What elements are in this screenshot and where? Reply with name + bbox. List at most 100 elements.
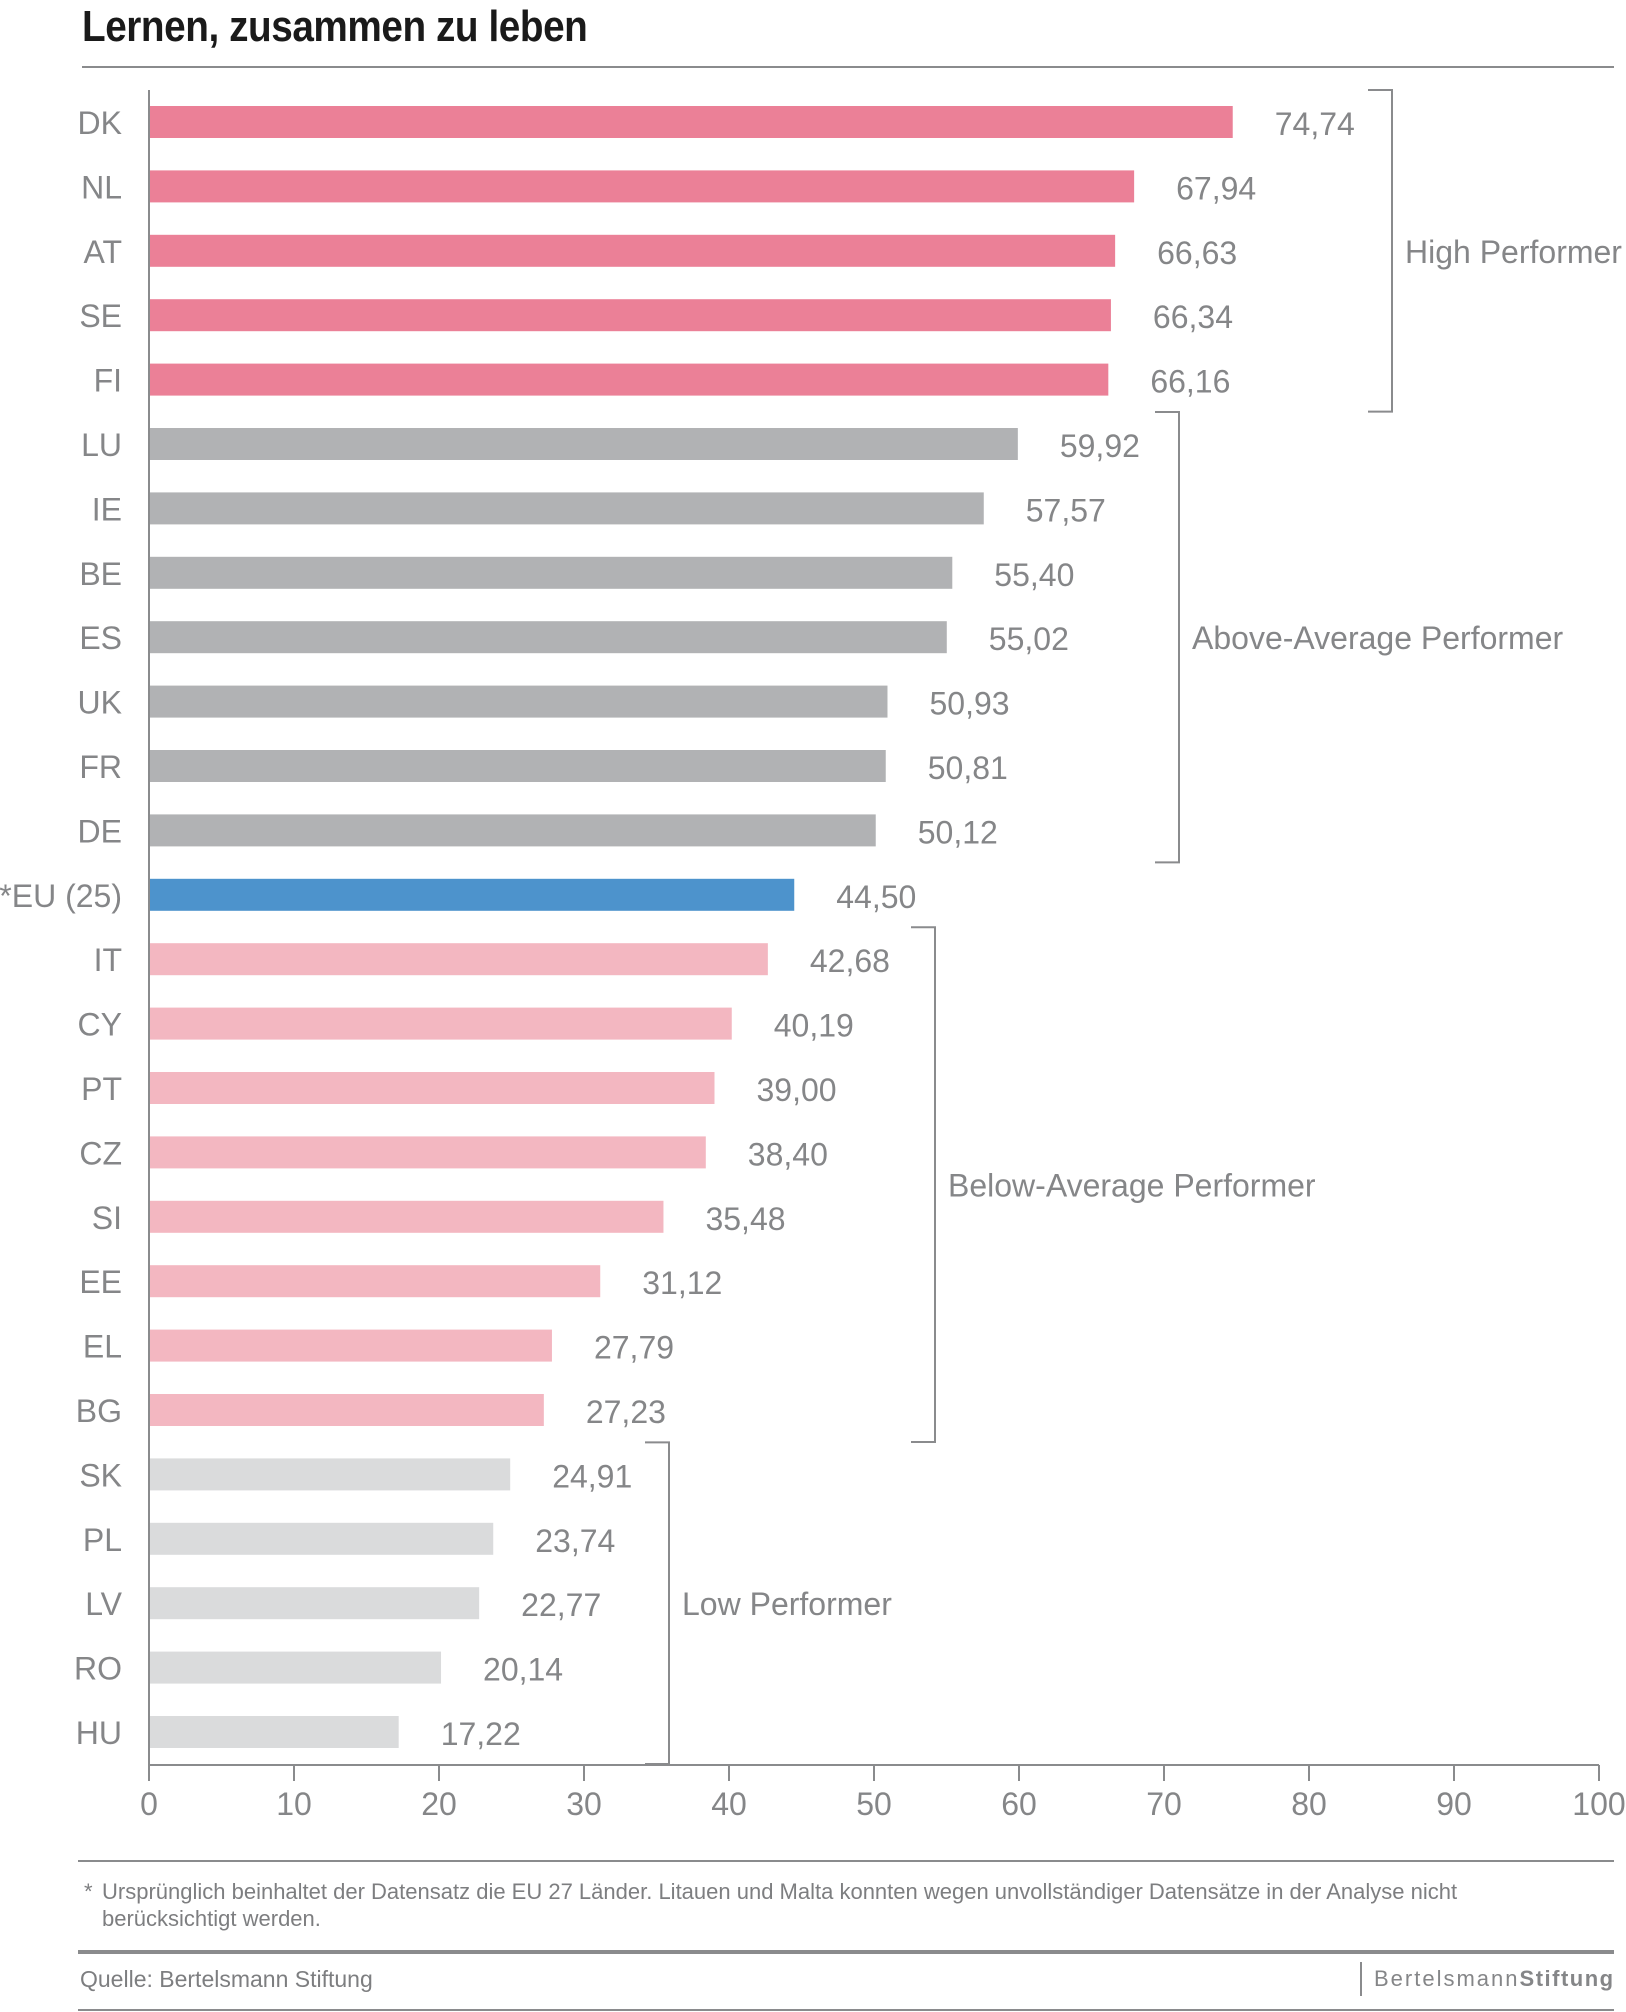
x-tick-label: 30 bbox=[566, 1786, 602, 1822]
bar-ro bbox=[150, 1651, 442, 1684]
bar-bg bbox=[150, 1394, 544, 1426]
category-label: *EU (25) bbox=[0, 878, 122, 914]
value-label: 20,14 bbox=[483, 1652, 563, 1688]
value-label: 57,57 bbox=[1026, 492, 1106, 528]
footnote-marker: * bbox=[84, 1879, 93, 1904]
bar-lv bbox=[150, 1587, 480, 1620]
bar-nl bbox=[150, 170, 1135, 203]
value-label: 44,50 bbox=[836, 879, 916, 915]
bar-cz bbox=[150, 1136, 706, 1169]
logo-part-1: Bertelsmann bbox=[1374, 1966, 1520, 1991]
category-label: ES bbox=[79, 620, 122, 656]
category-label: BE bbox=[79, 556, 122, 592]
value-label: 38,40 bbox=[748, 1136, 828, 1172]
x-tick-label: 10 bbox=[276, 1786, 312, 1822]
bracket-above-average-performer bbox=[1155, 411, 1180, 864]
bar-dk bbox=[150, 106, 1233, 138]
footnote-divider bbox=[78, 1860, 1614, 1862]
value-label: 27,79 bbox=[594, 1330, 674, 1366]
value-label: 55,40 bbox=[994, 557, 1074, 593]
category-label: DE bbox=[78, 813, 122, 849]
category-label: RO bbox=[74, 1651, 122, 1687]
value-label: 24,91 bbox=[552, 1458, 632, 1494]
bottom-divider bbox=[78, 2009, 1614, 2011]
bar-uk bbox=[150, 685, 888, 718]
category-label: BG bbox=[76, 1393, 122, 1429]
category-label: PL bbox=[83, 1522, 122, 1558]
value-label: 50,12 bbox=[918, 814, 998, 850]
title-divider bbox=[82, 66, 1614, 68]
category-label: DK bbox=[78, 105, 122, 141]
value-label: 40,19 bbox=[774, 1008, 854, 1044]
bar-sk bbox=[150, 1458, 511, 1491]
x-tick-label: 90 bbox=[1436, 1786, 1472, 1822]
value-label: 39,00 bbox=[757, 1072, 837, 1108]
bar-el bbox=[150, 1329, 552, 1362]
group-label-low-performer: Low Performer bbox=[682, 1586, 892, 1622]
value-label: 55,02 bbox=[989, 621, 1069, 657]
bar-si bbox=[150, 1200, 664, 1233]
category-label: NL bbox=[81, 169, 122, 205]
value-label: 50,93 bbox=[929, 686, 1009, 722]
bar-chart: DK 74,74 NL 67,94 AT 66,63 SE 66,34 FI 66,16 LU 59,… bbox=[0, 89, 1626, 1822]
category-label: SK bbox=[79, 1457, 122, 1493]
x-tick-label: 80 bbox=[1291, 1786, 1327, 1822]
value-label: 50,81 bbox=[928, 750, 1008, 786]
bar-it bbox=[150, 943, 768, 976]
value-label: 22,77 bbox=[521, 1587, 601, 1623]
value-label: 17,22 bbox=[441, 1716, 521, 1752]
value-label: 74,74 bbox=[1275, 106, 1355, 142]
bar-be bbox=[150, 556, 953, 589]
x-tick-label: 50 bbox=[856, 1786, 892, 1822]
bar-cy bbox=[150, 1007, 732, 1040]
category-label: PT bbox=[81, 1071, 122, 1107]
category-label: FI bbox=[94, 363, 122, 399]
value-label: 35,48 bbox=[705, 1201, 785, 1237]
x-tick-label: 70 bbox=[1146, 1786, 1182, 1822]
category-label: IT bbox=[94, 942, 122, 978]
chart-title: Lernen, zusammen zu leben bbox=[82, 2, 588, 51]
bertelsmann-logo: BertelsmannStiftung bbox=[1360, 1962, 1615, 1996]
bar-se bbox=[150, 299, 1111, 332]
value-label: 42,68 bbox=[810, 943, 890, 979]
x-tick-label: 0 bbox=[140, 1786, 158, 1822]
bracket-low-performer bbox=[645, 1441, 670, 1765]
category-label: SI bbox=[92, 1200, 122, 1236]
bar-hu bbox=[150, 1716, 399, 1748]
value-label: 66,16 bbox=[1150, 364, 1230, 400]
bar-ee bbox=[150, 1265, 601, 1298]
bar-pl bbox=[150, 1522, 494, 1555]
bar-lu bbox=[150, 428, 1018, 460]
x-tick-label: 60 bbox=[1001, 1786, 1037, 1822]
footnote-text: Ursprünglich beinhaltet der Datensatz di… bbox=[102, 1879, 1458, 1931]
bar-pt bbox=[150, 1072, 715, 1104]
bar-es bbox=[150, 621, 947, 654]
bar-ie bbox=[150, 492, 984, 525]
bar-de bbox=[150, 814, 876, 847]
x-tick-label: 20 bbox=[421, 1786, 457, 1822]
category-label: AT bbox=[83, 234, 122, 270]
category-label: LU bbox=[81, 427, 122, 463]
value-label: 23,74 bbox=[535, 1523, 615, 1559]
bar-eu-25 bbox=[150, 878, 795, 911]
x-tick-label: 100 bbox=[1572, 1786, 1625, 1822]
value-label: 59,92 bbox=[1060, 428, 1140, 464]
category-label: CY bbox=[78, 1007, 122, 1043]
category-label: HU bbox=[76, 1715, 122, 1751]
x-tick-label: 40 bbox=[711, 1786, 747, 1822]
category-label: EE bbox=[79, 1264, 122, 1300]
bar-fr bbox=[150, 750, 886, 782]
value-label: 67,94 bbox=[1176, 170, 1256, 206]
value-label: 66,34 bbox=[1153, 299, 1233, 335]
bracket-below-average-performer bbox=[911, 926, 936, 1443]
group-label-high-performer: High Performer bbox=[1405, 234, 1622, 270]
category-label: SE bbox=[79, 298, 122, 334]
bracket-high-performer bbox=[1368, 89, 1393, 413]
source-divider bbox=[78, 1950, 1614, 1954]
group-label-below-average-performer: Below-Average Performer bbox=[948, 1168, 1316, 1204]
group-label-above-average-performer: Above-Average Performer bbox=[1192, 620, 1563, 656]
category-label: LV bbox=[85, 1586, 122, 1622]
value-label: 27,23 bbox=[586, 1394, 666, 1430]
category-label: FR bbox=[79, 749, 122, 785]
category-label: CZ bbox=[79, 1135, 122, 1171]
